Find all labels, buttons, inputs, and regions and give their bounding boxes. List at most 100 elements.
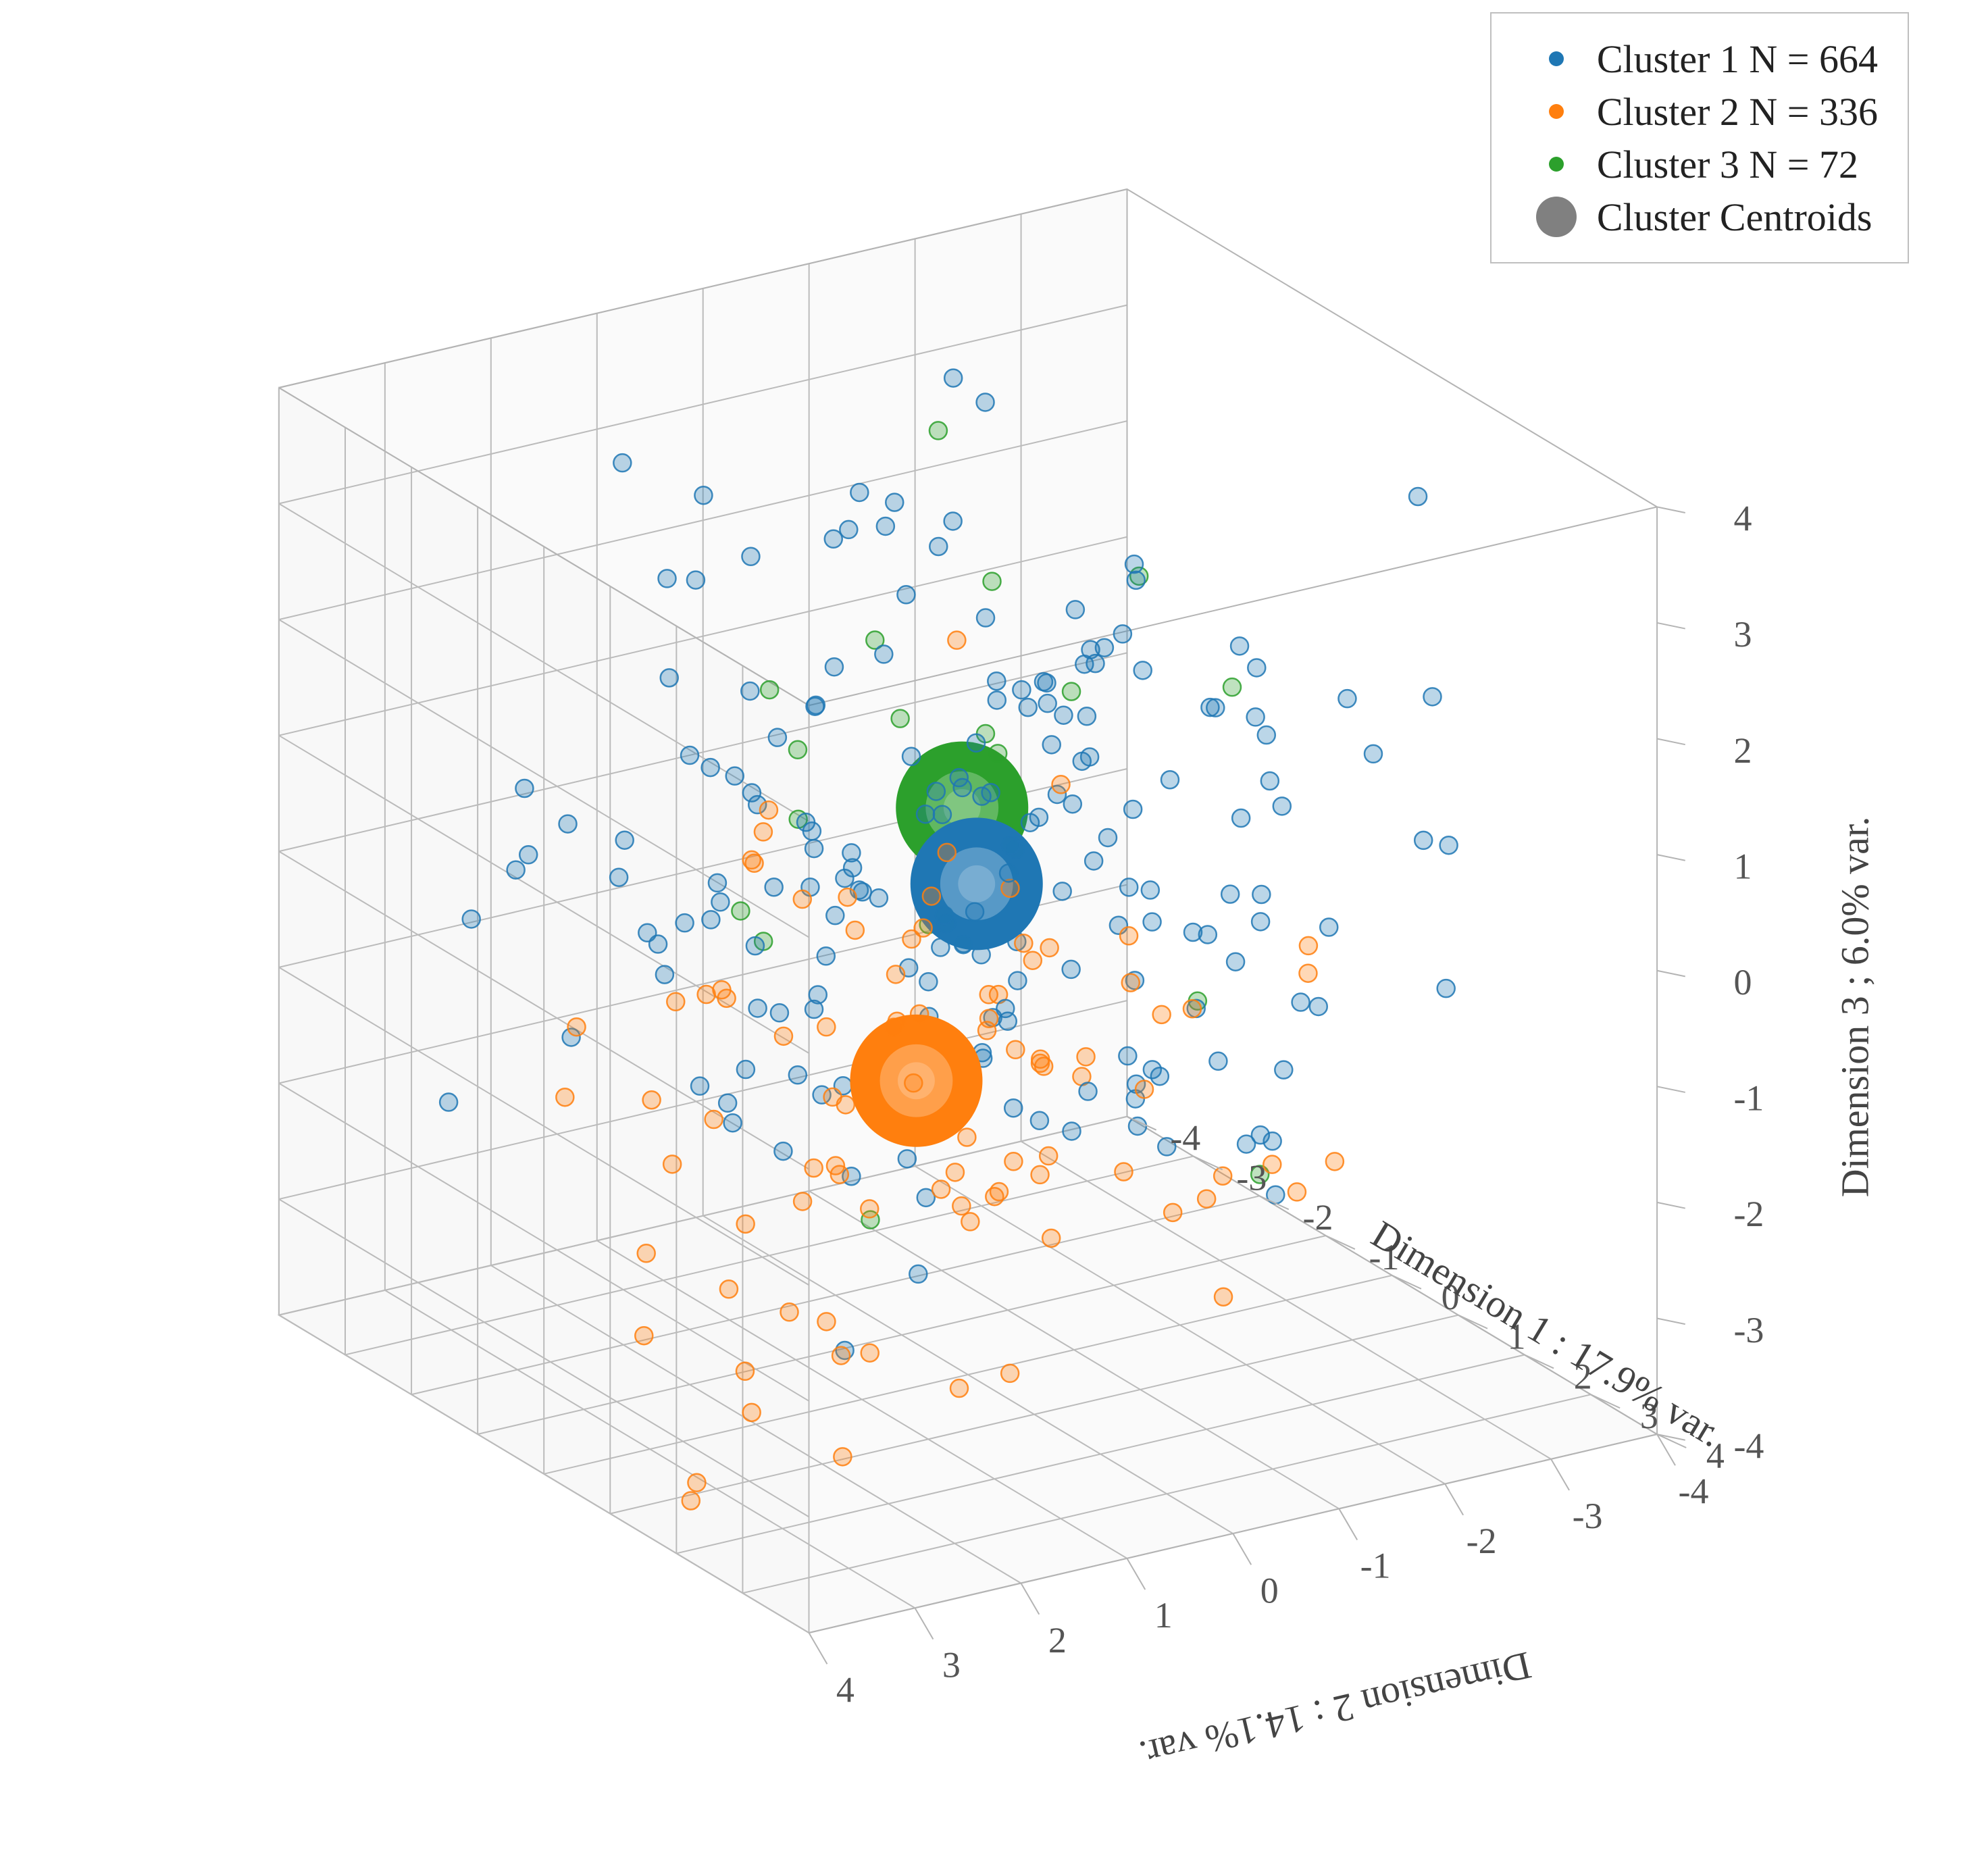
svg-text:1: 1 (1154, 1595, 1173, 1636)
scatter-point (1019, 699, 1037, 716)
scatter-point (507, 861, 525, 879)
scatter-point (1004, 1099, 1022, 1117)
scatter-point (807, 696, 825, 714)
scatter-point (996, 1000, 1014, 1017)
scatter-point (825, 530, 842, 548)
svg-text:-4: -4 (1679, 1471, 1709, 1511)
scatter-point (1004, 1152, 1022, 1170)
scatter-point (1198, 1190, 1215, 1208)
scatter-point (1300, 937, 1317, 955)
scatter-point (1273, 797, 1291, 815)
scatter-point (944, 512, 962, 530)
scatter-point (1209, 1053, 1227, 1070)
scatter-point (977, 393, 994, 411)
scatter-point (771, 1004, 788, 1021)
scatter-point (1338, 690, 1356, 707)
scatter-point (688, 1474, 705, 1492)
scatter-point (1275, 1061, 1292, 1079)
svg-text:3: 3 (942, 1645, 961, 1685)
scatter-point (698, 986, 715, 1003)
scatter-point (1258, 726, 1275, 744)
scatter-point (1247, 708, 1265, 726)
scatter-point (659, 569, 676, 587)
scatter-point (732, 902, 749, 919)
svg-text:4: 4 (836, 1669, 855, 1710)
legend-centroids: Cluster Centroids (1516, 191, 1878, 243)
scatter-point (1085, 852, 1102, 869)
scatter-point (958, 1128, 975, 1146)
scatter-point (824, 1088, 842, 1106)
scatter-point (681, 746, 698, 764)
scatter-point (1183, 1000, 1201, 1017)
scatter-point (1087, 655, 1104, 672)
scatter-point (1013, 681, 1030, 699)
scatter-point (911, 1005, 928, 1023)
scatter-point (1264, 1132, 1281, 1150)
scatter-point (774, 1142, 792, 1160)
legend-cluster-2-swatch (1516, 103, 1597, 120)
scatter-point (870, 889, 888, 907)
scatter-point (719, 1094, 736, 1112)
scatter-point (952, 1197, 970, 1215)
scatter-point (825, 658, 843, 676)
scatter-point (1127, 572, 1145, 589)
svg-text:1: 1 (1733, 846, 1752, 886)
scatter-point (1073, 753, 1091, 770)
svg-text:0: 0 (1260, 1570, 1279, 1611)
legend-cluster-1-label: Cluster 1 N = 664 (1597, 36, 1878, 82)
scatter-point (1221, 886, 1239, 903)
scatter-point (834, 1448, 851, 1465)
scatter-point (1440, 836, 1458, 854)
legend-cluster-1-swatch (1516, 50, 1597, 68)
z-axis-label: Dimension 3 ; 6.0% var. (1833, 816, 1877, 1197)
scatter-point (990, 1183, 1008, 1200)
scatter-point (973, 788, 991, 805)
scatter-point (736, 1363, 754, 1380)
scatter-point (954, 779, 971, 796)
legend-cluster-3-swatch (1516, 155, 1597, 173)
scatter-point (1144, 1061, 1161, 1078)
scatter-point (980, 986, 998, 1003)
svg-text:-2: -2 (1467, 1521, 1497, 1561)
scatter-point (1024, 952, 1042, 969)
scatter-point (794, 890, 811, 908)
scatter-point (718, 990, 736, 1007)
scatter-point (929, 538, 947, 555)
scatter-point (961, 1213, 979, 1230)
scatter-point (1114, 625, 1131, 642)
scatter-point (463, 910, 480, 928)
scatter-point (1120, 927, 1138, 944)
scatter-point (1115, 1163, 1132, 1181)
scatter-point (1153, 1006, 1171, 1023)
legend-cluster-3-label: Cluster 3 N = 72 (1597, 142, 1858, 187)
scatter-point (832, 1347, 850, 1365)
scatter-point (967, 734, 985, 752)
legend: Cluster 1 N = 664Cluster 2 N = 336Cluste… (1490, 12, 1909, 263)
scatter-point (1142, 882, 1159, 899)
scatter-point (694, 486, 712, 504)
scatter-point (737, 1061, 755, 1078)
legend-cluster-3: Cluster 3 N = 72 (1516, 138, 1878, 191)
scatter-point (519, 846, 537, 863)
scatter-point (1214, 1167, 1231, 1185)
scatter-point (1063, 1122, 1081, 1140)
scatter-point (1238, 1136, 1255, 1153)
scatter-point (755, 823, 772, 840)
scatter-point (1040, 1147, 1057, 1165)
scatter-point (805, 1000, 823, 1018)
scatter-point (1042, 1229, 1060, 1247)
scatter-point (919, 973, 937, 990)
svg-text:-4: -4 (1170, 1118, 1200, 1159)
scatter-point (1248, 659, 1265, 676)
scatter-point (1043, 736, 1061, 753)
scatter-point (989, 744, 1006, 762)
scatter-point (839, 888, 857, 906)
scatter-point (789, 1066, 807, 1084)
scatter-point (1227, 953, 1244, 971)
svg-text:3: 3 (1733, 614, 1752, 655)
scatter-point (724, 1114, 742, 1132)
scatter-point (805, 1159, 823, 1177)
scatter-point (1223, 678, 1241, 696)
scatter-point (1129, 1117, 1146, 1135)
scatter3d-chart: -4-3-2-101234Dimension 1 : 17.9% var.-4-… (0, 0, 1963, 1876)
